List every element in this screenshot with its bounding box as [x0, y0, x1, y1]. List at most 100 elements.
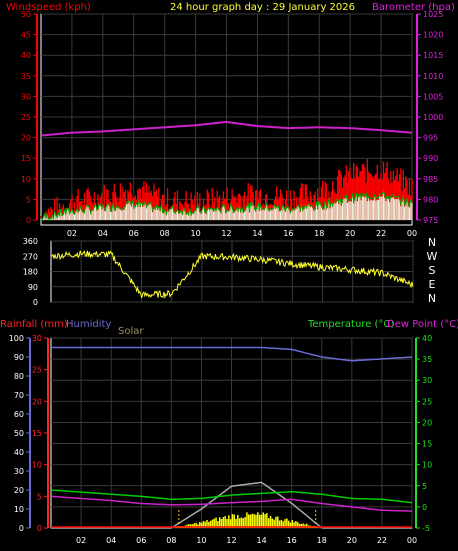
- temp-tick-label: 25: [422, 397, 432, 406]
- humidity-tick-label: 70: [14, 391, 24, 400]
- humidity-line: [51, 346, 413, 362]
- wind-tick-label: 10: [21, 175, 31, 184]
- rainfall-label: Rainfall (mm): [0, 319, 68, 330]
- rain-tick-label: 15: [32, 429, 42, 438]
- baro-tick-label: 990: [423, 154, 438, 163]
- x-tick-label: 22: [377, 536, 387, 545]
- humidity-tick-label: 100: [9, 334, 24, 343]
- humidity-tick-label: 80: [14, 372, 24, 381]
- direction-tick-label: 180: [23, 268, 38, 277]
- humidity-tick-label: 20: [14, 486, 24, 495]
- rain-tick-label: 5: [37, 492, 42, 501]
- x-tick-label: 20: [347, 536, 357, 545]
- compass-label: N: [428, 292, 436, 305]
- x-tick-label: 08: [160, 229, 170, 238]
- baro-tick-label: 985: [423, 175, 438, 184]
- direction-tick-label: 90: [28, 283, 38, 292]
- wind-tick-label: 20: [21, 134, 31, 143]
- x-tick-label: 04: [98, 229, 108, 238]
- wind-tick-label: 30: [21, 92, 31, 101]
- temp-tick-label: 35: [422, 355, 432, 364]
- x-tick-label: 06: [129, 229, 139, 238]
- baro-tick-label: 1005: [423, 92, 443, 101]
- x-tick-label: 00: [407, 229, 417, 238]
- x-tick-label: 14: [256, 536, 266, 545]
- compass-label: S: [429, 264, 436, 277]
- compass-label: N: [428, 236, 436, 249]
- wind-tick-label: 40: [21, 51, 31, 60]
- wind-tick-label: 15: [21, 154, 31, 163]
- humidity-tick-label: 30: [14, 467, 24, 476]
- temp-tick-label: 30: [422, 376, 432, 385]
- compass-label: E: [429, 278, 436, 291]
- wind-tick-label: 5: [26, 195, 31, 204]
- x-tick-label: 12: [226, 536, 236, 545]
- baro-tick-label: 1015: [423, 51, 443, 60]
- rain-tick-label: 20: [32, 397, 42, 406]
- temp-tick-label: 15: [422, 440, 432, 449]
- chart-title: 24 hour graph day : 29 January 2026: [170, 2, 355, 13]
- temp-tick-label: -5: [422, 524, 430, 533]
- temp-tick-label: 10: [422, 461, 432, 470]
- wind-tick-label: 45: [21, 31, 31, 40]
- baro-tick-label: 980: [423, 195, 438, 204]
- x-tick-label: 16: [283, 229, 293, 238]
- baro-tick-label: 1025: [423, 10, 443, 19]
- x-tick-label: 10: [190, 229, 200, 238]
- x-tick-label: 08: [166, 536, 176, 545]
- dewpoint-line: [50, 495, 412, 512]
- x-tick-label: 18: [314, 229, 324, 238]
- temp-tick-label: 40: [422, 334, 432, 343]
- solar-label: Solar: [118, 326, 144, 337]
- x-tick-label: 20: [345, 229, 355, 238]
- temperature-line: [50, 489, 413, 504]
- temperature-label: Temperature (°C): [307, 319, 394, 330]
- x-tick-label: 06: [136, 536, 146, 545]
- wind-tick-label: 25: [21, 113, 31, 122]
- humidity-tick-label: 90: [14, 353, 24, 362]
- direction-tick-label: 270: [23, 252, 38, 261]
- windspeed-label: Windspeed (kph): [6, 2, 91, 13]
- rain-tick-label: 30: [32, 334, 42, 343]
- humidity-tick-label: 60: [14, 410, 24, 419]
- x-tick-label: 10: [196, 536, 206, 545]
- barometer-label: Barometer (hpa): [372, 2, 455, 13]
- temp-tick-label: 5: [422, 482, 427, 491]
- barometer-line: [40, 121, 413, 137]
- x-tick-label: 04: [106, 536, 116, 545]
- baro-tick-label: 995: [423, 134, 438, 143]
- humidity-tick-label: 10: [14, 505, 24, 514]
- x-tick-label: 00: [407, 536, 417, 545]
- temp-tick-label: 20: [422, 418, 432, 427]
- x-tick-label: 02: [76, 536, 86, 545]
- wind-tick-label: 50: [21, 10, 31, 19]
- x-tick-label: 22: [376, 229, 386, 238]
- rain-tick-label: 0: [37, 524, 42, 533]
- wind-tick-label: 35: [21, 72, 31, 81]
- temp-tick-label: 0: [422, 503, 427, 512]
- compass-label: W: [427, 250, 438, 263]
- x-tick-label: 16: [287, 536, 297, 545]
- wind-tick-label: 0: [26, 216, 31, 225]
- rain-tick-label: 25: [32, 366, 42, 375]
- humidity-tick-label: 0: [19, 524, 24, 533]
- humidity-tick-label: 40: [14, 448, 24, 457]
- wind-avg-line: [40, 189, 413, 222]
- baro-tick-label: 1000: [423, 113, 443, 122]
- solar-max-curve: [51, 481, 412, 529]
- x-tick-label: 18: [317, 536, 327, 545]
- x-tick-label: 12: [221, 229, 231, 238]
- humidity-label: Humidity: [66, 319, 111, 330]
- x-tick-label: 02: [67, 229, 77, 238]
- wind-direction-line: [50, 250, 414, 299]
- rain-tick-label: 10: [32, 461, 42, 470]
- direction-tick-label: 0: [33, 298, 38, 307]
- humidity-tick-label: 50: [14, 429, 24, 438]
- baro-tick-label: 1020: [423, 31, 443, 40]
- x-tick-label: 14: [252, 229, 262, 238]
- direction-tick-label: 360: [23, 237, 38, 246]
- baro-tick-label: 1010: [423, 72, 443, 81]
- baro-tick-label: 975: [423, 216, 438, 225]
- dewpoint-label: Dew Point (°C): [387, 319, 458, 330]
